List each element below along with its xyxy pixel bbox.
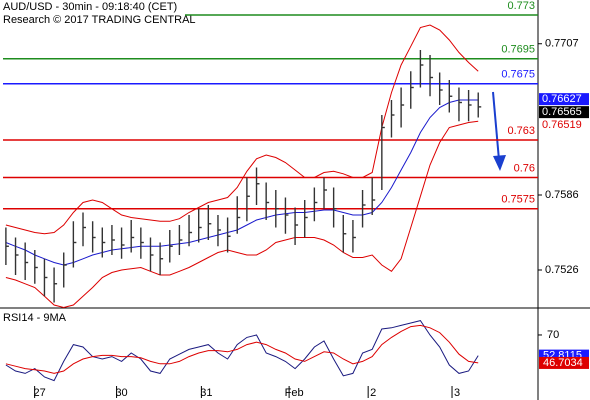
y-tick-label: 0.7586 (545, 189, 579, 201)
x-tick-label: 30 (115, 387, 127, 399)
rsi-line (5, 320, 479, 382)
level-label: 0.7695 (501, 44, 535, 56)
rsi-title: RSI14 - 9MA (3, 312, 67, 324)
price-tag (539, 106, 589, 119)
forecast-arrow (492, 91, 506, 171)
overlay-line (5, 24, 479, 235)
overlay-line (5, 120, 479, 309)
y-tick-label: 70 (547, 329, 559, 341)
price-tag-label: 0.76627 (542, 93, 582, 105)
price-tag-label: 0.76565 (542, 106, 582, 118)
level-label: 0.7675 (501, 69, 535, 81)
level-label: 0.76 (514, 162, 535, 174)
value-tag (539, 356, 589, 369)
level-label: 0.773 (507, 0, 535, 12)
chart-subtitle: Research © 2017 TRADING CENTRAL (3, 14, 196, 26)
level-label: 0.763 (507, 125, 535, 137)
price-tag-label: 0.76519 (542, 119, 582, 131)
price-tag (539, 93, 589, 106)
y-tick-label: 0.7707 (545, 38, 579, 50)
y-tick-label: 0.7526 (545, 264, 579, 276)
overlay-line (5, 99, 479, 266)
chart-title: AUD/USD - 30min - 09:18:40 (CET) (3, 1, 177, 13)
x-tick-label: 27 (34, 387, 46, 399)
price-tag (539, 119, 589, 132)
value-tag-label: 46.7034 (543, 357, 583, 369)
x-tick-label: Feb (285, 387, 304, 399)
level-label: 0.7575 (501, 194, 535, 206)
x-tick-label: 3 (454, 387, 460, 399)
x-tick-label: 2 (370, 387, 376, 399)
rsi-line (5, 324, 479, 374)
x-tick-label: 31 (200, 387, 212, 399)
